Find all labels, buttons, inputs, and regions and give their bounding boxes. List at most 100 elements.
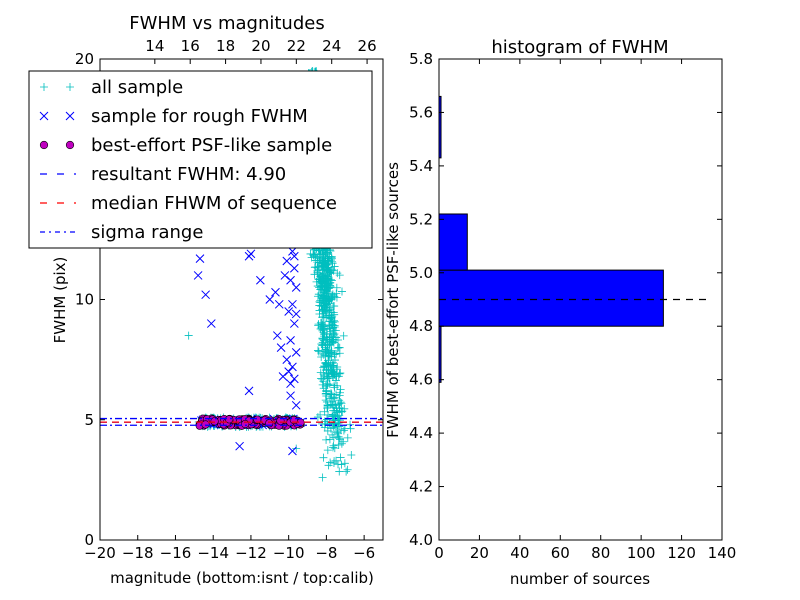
legend-entry: resultant FWHM: 4.90 <box>40 164 286 185</box>
data-point-plus <box>310 252 319 261</box>
data-point-plus <box>338 407 347 416</box>
data-point-plus <box>318 374 327 383</box>
data-point-plus <box>325 340 334 349</box>
data-point-x <box>289 319 299 328</box>
x-tick-label: 140 <box>708 544 737 562</box>
data-point-plus <box>322 435 331 444</box>
data-point-plus <box>319 320 328 329</box>
data-point-plus <box>324 372 333 381</box>
data-point-plus <box>321 419 330 428</box>
data-point-x <box>288 446 297 456</box>
data-point-plus <box>336 369 345 378</box>
data-point-plus <box>334 440 343 449</box>
data-point-circle <box>210 417 219 426</box>
data-point-plus <box>337 399 346 408</box>
y-tick-label: 5.2 <box>409 210 433 228</box>
data-point-plus <box>323 275 332 284</box>
x-tick-label: 60 <box>551 544 570 562</box>
data-point-plus <box>327 348 336 357</box>
data-point-plus <box>323 306 332 315</box>
data-point-plus <box>330 321 339 330</box>
data-point-x <box>282 256 292 266</box>
y-tick-label: 5.4 <box>409 157 433 175</box>
data-point-plus <box>311 263 320 272</box>
legend-label: sigma range <box>91 222 203 243</box>
data-point-plus <box>326 317 335 326</box>
data-point-plus <box>324 360 333 369</box>
y-tick-label: 4.2 <box>409 478 433 496</box>
data-point-plus <box>343 433 352 442</box>
data-point-plus <box>347 451 356 460</box>
data-point-plus <box>320 258 329 267</box>
data-point-plus <box>319 453 328 462</box>
x-tick-label: −18 <box>122 544 154 562</box>
data-point-x <box>288 247 297 256</box>
histogram-bar <box>438 213 468 271</box>
right-plot-data <box>438 95 712 383</box>
data-point-plus <box>338 287 347 296</box>
data-point-plus <box>332 289 341 298</box>
data-point-circle <box>225 415 234 424</box>
top-tick-label: 16 <box>181 37 200 55</box>
data-point-plus <box>313 292 322 301</box>
data-point-x <box>244 386 254 396</box>
data-point-plus <box>323 426 332 435</box>
data-point-x <box>280 271 290 280</box>
data-point-plus <box>339 437 348 446</box>
y-tick-label: 4.0 <box>409 531 433 549</box>
data-point-plus <box>335 271 344 280</box>
data-point-plus <box>322 387 331 396</box>
data-point-plus <box>329 370 338 379</box>
x-tick-label: 80 <box>591 544 610 562</box>
data-point-plus <box>343 465 352 474</box>
data-point-plus <box>318 305 327 314</box>
data-point-plus <box>330 406 339 415</box>
data-point-plus <box>321 252 330 261</box>
data-point-x <box>286 275 295 285</box>
x-tick-label: 120 <box>667 544 696 562</box>
x-tick-label: −12 <box>235 544 267 562</box>
y-tick-label: 4.8 <box>409 317 433 335</box>
data-point-x <box>288 299 297 309</box>
data-point-x <box>206 319 216 328</box>
data-point-plus <box>321 396 330 405</box>
data-point-plus <box>340 459 349 468</box>
top-tick-label: 22 <box>287 37 306 55</box>
data-point-plus <box>322 415 331 424</box>
data-point-plus <box>327 254 336 263</box>
data-point-plus <box>315 297 324 306</box>
right-y-axis-label: FWHM of best-effort PSF-like sources <box>384 162 402 438</box>
data-point-plus <box>328 290 337 299</box>
top-tick-label: 24 <box>322 37 341 55</box>
data-point-circle <box>65 140 75 150</box>
data-point-plus <box>318 291 327 300</box>
data-point-plus <box>327 390 336 399</box>
data-point-plus <box>324 293 333 302</box>
right-chart-title: histogram of FWHM <box>491 37 668 58</box>
data-point-plus <box>339 331 348 340</box>
legend-entry: sample for rough FWHM <box>39 106 308 127</box>
top-tick-label: 18 <box>216 37 235 55</box>
data-point-plus <box>318 380 327 389</box>
data-point-x <box>65 111 75 121</box>
data-point-plus <box>332 283 341 292</box>
data-point-plus <box>330 262 339 271</box>
data-point-plus <box>329 410 338 419</box>
histogram-bar <box>438 269 664 327</box>
data-point-plus <box>336 453 345 462</box>
data-point-x <box>284 307 294 316</box>
legend-label: median FHWM of sequence <box>91 193 337 214</box>
data-point-plus <box>325 380 334 389</box>
data-point-plus <box>329 459 338 468</box>
data-point-x <box>272 331 282 340</box>
legend-items: all sample sample for rough FWHM best-effo… <box>39 77 337 243</box>
y-tick-label: 5 <box>84 411 94 429</box>
top-tick-label: 14 <box>145 37 164 55</box>
data-point-plus <box>324 275 333 284</box>
data-point-x <box>291 283 301 292</box>
data-point-plus <box>184 331 193 340</box>
data-point-plus <box>322 365 331 374</box>
data-point-plus <box>335 435 344 444</box>
data-point-plus <box>337 460 346 469</box>
legend-label: sample for rough FWHM <box>91 106 308 127</box>
